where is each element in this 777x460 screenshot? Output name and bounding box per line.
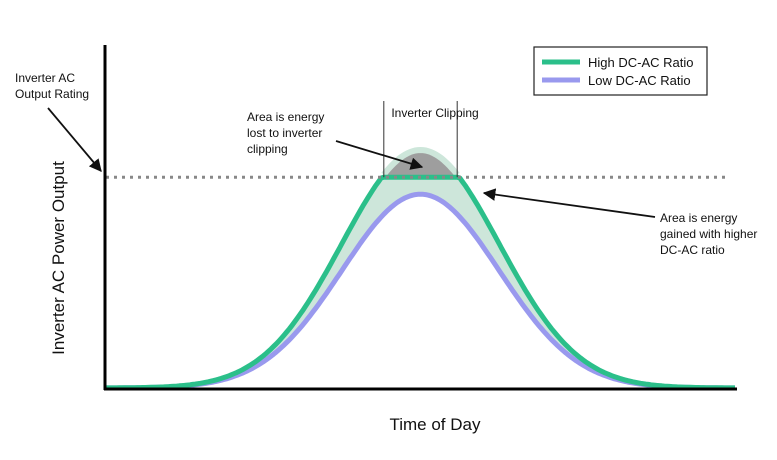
gain-label-line-1: Area is energy xyxy=(660,211,737,225)
loss-arrow xyxy=(335,140,424,170)
low-ratio-series-line xyxy=(106,191,735,391)
high-ratio-series-line xyxy=(106,174,735,391)
loss-label: Area is energy lost to inverter clipping xyxy=(247,110,328,156)
legend-entry-high: High DC-AC Ratio xyxy=(588,55,693,70)
rating-arrow xyxy=(47,107,102,172)
gain-label-line-2: gained with higher xyxy=(660,227,757,241)
high-ratio-unclipped-curve xyxy=(381,146,460,177)
clipping-label: Inverter Clipping xyxy=(391,106,478,120)
energy-gain-area xyxy=(106,177,735,388)
gain-label: Area is energy gained with higher DC-AC … xyxy=(660,211,761,257)
legend: High DC-AC Ratio Low DC-AC Ratio xyxy=(533,46,708,96)
legend-box xyxy=(533,46,708,96)
y-axis-label: Inverter AC Power Output xyxy=(49,161,68,355)
gain-arrow xyxy=(482,188,656,218)
loss-label-line-2: lost to inverter xyxy=(247,126,322,140)
loss-label-line-3: clipping xyxy=(247,142,288,156)
legend-entry-low: Low DC-AC Ratio xyxy=(588,73,691,88)
rating-label-line-2: Output Rating xyxy=(15,87,89,101)
x-axis-label: Time of Day xyxy=(389,415,481,434)
loss-label-line-1: Area is energy xyxy=(247,110,324,124)
rating-label-line-1: Inverter AC xyxy=(15,71,75,85)
gain-label-line-3: DC-AC ratio xyxy=(660,243,725,257)
rating-label: Inverter AC Output Rating xyxy=(15,71,89,101)
